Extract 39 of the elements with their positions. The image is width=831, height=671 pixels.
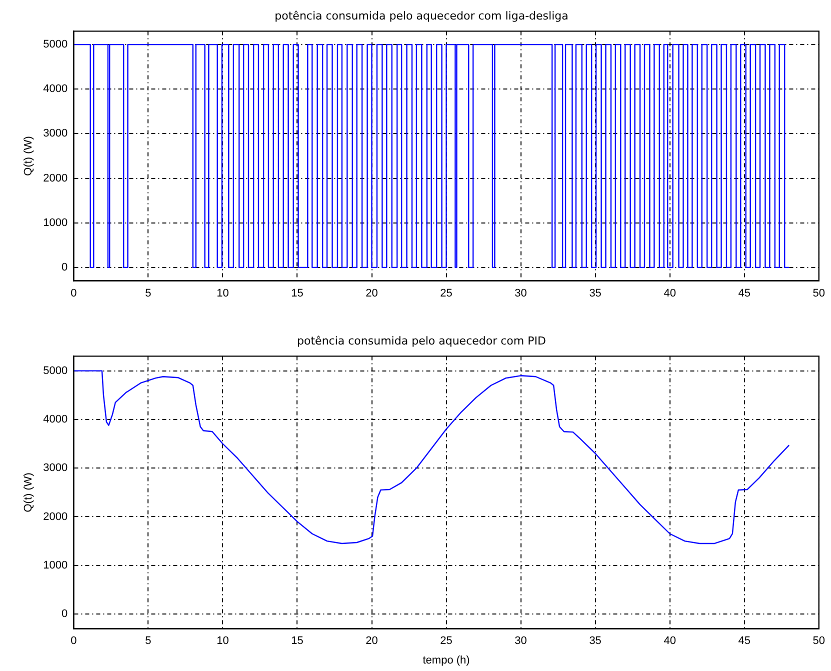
y-tick-label: 1000 <box>43 216 68 229</box>
chart-title: potência consumida pelo aquecedor com PID <box>297 334 546 348</box>
y-tick-label: 2000 <box>43 510 68 523</box>
x-tick-label: 20 <box>366 635 378 648</box>
y-tick-label: 0 <box>62 261 68 274</box>
y-tick-label: 5000 <box>43 364 68 377</box>
x-tick-label: 50 <box>812 287 826 300</box>
x-tick-label: 10 <box>216 635 229 648</box>
x-tick-label: 25 <box>440 635 452 648</box>
x-tick-label: 30 <box>514 287 527 300</box>
y-tick-label: 4000 <box>43 83 68 96</box>
x-tick-label: 0 <box>70 287 77 300</box>
y-tick-label: 1000 <box>43 559 68 572</box>
y-tick-label: 0 <box>62 608 68 620</box>
x-tick-label: 15 <box>291 287 304 300</box>
y-tick-label: 5000 <box>43 38 68 51</box>
x-tick-label: 45 <box>738 635 750 648</box>
x-tick-label: 40 <box>664 287 676 300</box>
chart-title: potência consumida pelo aquecedor com liga-desliga <box>274 9 568 22</box>
y-tick-label: 2000 <box>43 172 68 184</box>
x-tick-label: 10 <box>216 287 229 300</box>
y-tick-label: 3000 <box>43 462 68 474</box>
x-axis-title: tempo (h) <box>422 654 470 666</box>
x-tick-label: 5 <box>145 635 152 648</box>
x-tick-label: 5 <box>145 287 152 300</box>
x-tick-label: 45 <box>738 287 750 300</box>
y-axis-title: Q(t) (W) <box>22 136 35 176</box>
x-tick-label: 0 <box>70 635 77 648</box>
x-tick-label: 40 <box>664 635 676 648</box>
x-tick-label: 50 <box>812 635 826 648</box>
x-tick-label: 25 <box>440 287 452 300</box>
y-tick-label: 3000 <box>43 128 68 140</box>
x-tick-label: 20 <box>366 287 378 300</box>
x-tick-label: 30 <box>514 635 527 648</box>
x-tick-label: 35 <box>589 635 602 648</box>
y-axis-title: Q(t) (W) <box>22 472 35 512</box>
x-tick-label: 35 <box>589 287 602 300</box>
y-tick-label: 4000 <box>43 413 68 426</box>
x-tick-label: 15 <box>291 635 304 648</box>
